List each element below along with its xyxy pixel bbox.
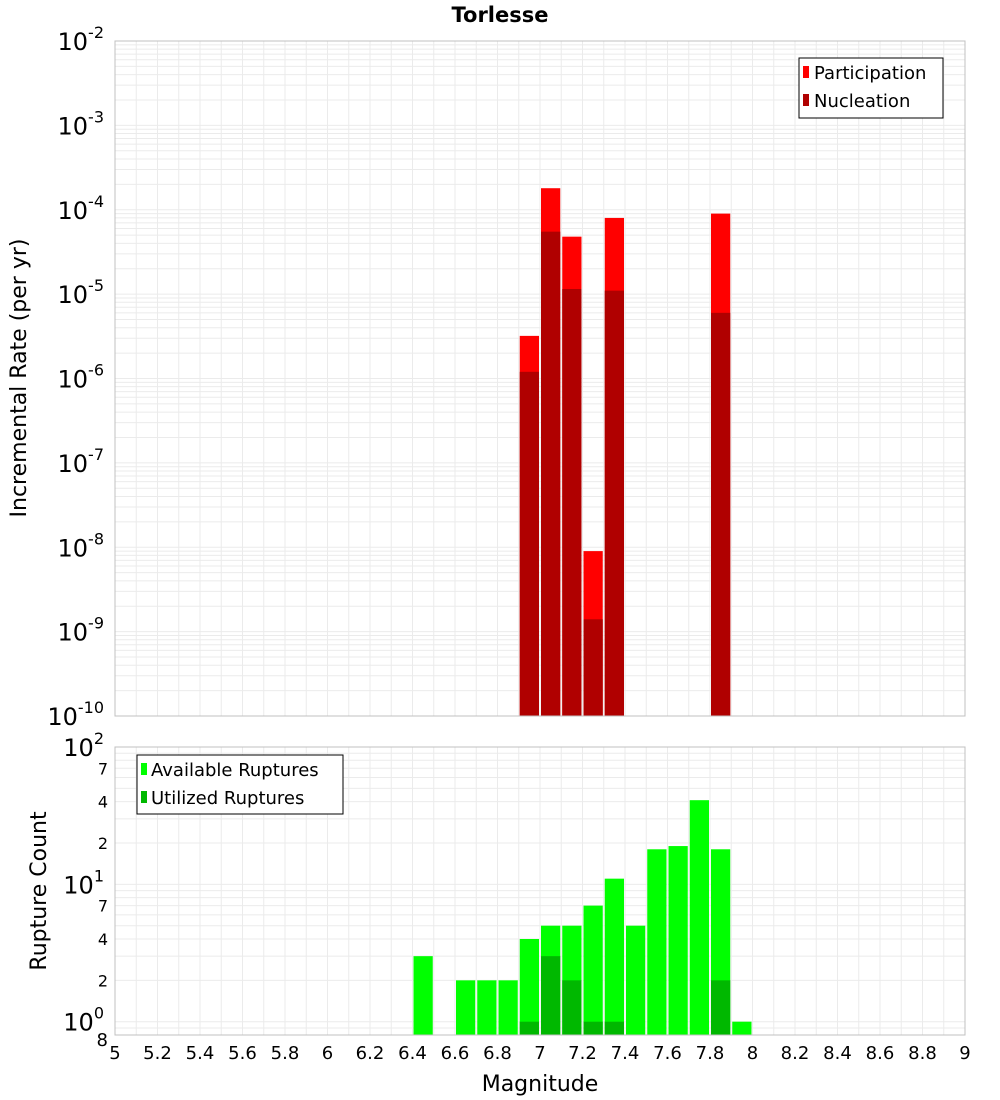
legend-swatch	[141, 791, 147, 803]
top-plot-area: 10-10 10-9 10-8 10-7 10-6 10-5 10-4 10-3 10-2 Par…	[47, 23, 966, 731]
x-tick-label: 6	[322, 1043, 333, 1064]
legend-label: Participation	[814, 63, 926, 84]
legend-label: Nucleation	[814, 91, 910, 112]
x-tick-label: 8.6	[866, 1043, 895, 1064]
bottom-bars	[413, 800, 752, 1035]
available-ruptures-bar	[626, 925, 646, 1035]
x-tick-label: 7	[534, 1043, 545, 1064]
top-y-tick-label: 10-4	[58, 192, 105, 225]
bottom-y-minor-tick-label: 4	[98, 930, 108, 949]
x-tick-label: 8.4	[823, 1043, 852, 1064]
bottom-y-major-tick-label: 101	[63, 866, 104, 899]
available-ruptures-bar	[647, 849, 667, 1035]
x-tick-label: 8	[747, 1043, 758, 1064]
top-y-tick-label: 10-9	[58, 614, 105, 647]
available-ruptures-bar	[604, 878, 624, 1035]
available-ruptures-bar	[689, 800, 709, 1035]
available-ruptures-bar	[477, 980, 497, 1035]
x-tick-label: 6.4	[398, 1043, 427, 1064]
bottom-y-major-tick-label: 100	[63, 1004, 104, 1037]
top-legend-box	[798, 57, 944, 119]
top-y-tick-label: 10-2	[58, 23, 105, 56]
x-tick-label: 5	[109, 1043, 120, 1064]
bottom-legend: Available Ruptures Utilized Ruptures	[136, 754, 344, 815]
legend-swatch	[141, 763, 147, 775]
available-ruptures-bar	[498, 980, 518, 1035]
top-y-ticks: 10-10 10-9 10-8 10-7 10-6 10-5 10-4 10-3 10-2	[47, 23, 104, 731]
bottom-plot-frame	[114, 746, 966, 1036]
utilized-ruptures-bar	[541, 956, 561, 1035]
top-gridlines	[114, 41, 966, 717]
bottom-y-minor-tick-label: 4	[98, 793, 108, 812]
x-ticks: 5 5.2 5.4 5.6 5.8 6 6.2 6.4 6.6 6.8 7 7.2 7.4 7.6 7.8 8…	[109, 1043, 970, 1064]
bottom-y-minor-tick-label: 7	[98, 897, 108, 916]
available-ruptures-bar	[732, 1021, 752, 1035]
legend-swatch	[803, 66, 809, 78]
x-tick-label: 5.2	[143, 1043, 172, 1064]
available-ruptures-bar	[668, 846, 688, 1035]
bottom-y-major-tick-label: 102	[63, 729, 104, 762]
x-tick-label: 7.8	[696, 1043, 725, 1064]
utilized-ruptures-bar	[711, 980, 731, 1035]
x-axis-label: Magnitude	[482, 1072, 599, 1097]
x-tick-label: 8.8	[908, 1043, 937, 1064]
x-tick-label: 9	[959, 1043, 970, 1064]
x-tick-label: 8.2	[781, 1043, 810, 1064]
x-tick-label: 6.2	[356, 1043, 385, 1064]
top-legend: Participation Nucleation	[798, 57, 944, 119]
available-ruptures-bar	[456, 980, 476, 1035]
x-tick-label: 7.4	[611, 1043, 640, 1064]
x-tick-label: 5.8	[271, 1043, 300, 1064]
top-y-tick-label: 10-10	[47, 698, 104, 731]
x-tick-label: 5.4	[186, 1043, 215, 1064]
bottom-y-minor-tick-label: 2	[98, 971, 108, 990]
available-ruptures-bar	[519, 939, 539, 1035]
x-tick-label: 6.8	[483, 1043, 512, 1064]
bottom-y-ticks: 100 101 102 2 4 7 2 4 7 8	[63, 729, 108, 1051]
nucleation-bar	[711, 312, 731, 716]
bottom-y-axis-label: Rupture Count	[27, 811, 52, 971]
nucleation-bar	[541, 231, 561, 716]
available-ruptures-bar	[413, 956, 433, 1035]
x-tick-label: 7.6	[653, 1043, 682, 1064]
nucleation-bar	[583, 619, 603, 716]
available-ruptures-bar	[583, 905, 603, 1035]
legend-label: Utilized Ruptures	[151, 788, 304, 809]
utilized-ruptures-bar	[604, 1021, 624, 1035]
top-y-tick-label: 10-6	[58, 361, 105, 394]
nucleation-bar	[604, 290, 624, 716]
x-tick-label: 6.6	[441, 1043, 470, 1064]
top-y-axis-label: Incremental Rate (per yr)	[7, 239, 32, 518]
top-y-tick-label: 10-3	[58, 107, 105, 140]
x-tick-label: 7.2	[568, 1043, 597, 1064]
top-plot-frame	[114, 40, 966, 717]
chart-title: Torlesse	[451, 3, 548, 27]
bottom-legend-box	[136, 754, 344, 815]
utilized-ruptures-bar	[562, 980, 582, 1035]
nucleation-bar	[519, 371, 539, 716]
legend-swatch	[803, 94, 809, 106]
bottom-y-minor-tick-label: 2	[98, 834, 108, 853]
nucleation-bar	[562, 289, 582, 716]
utilized-ruptures-bar	[583, 1021, 603, 1035]
legend-label: Available Ruptures	[151, 760, 319, 781]
top-bars	[519, 188, 731, 717]
bottom-y-min-tick-label: 8	[97, 1030, 108, 1051]
top-y-tick-label: 10-5	[58, 276, 105, 309]
top-y-tick-label: 10-7	[58, 445, 105, 478]
x-tick-label: 5.6	[228, 1043, 257, 1064]
top-y-tick-label: 10-8	[58, 529, 105, 562]
bottom-y-minor-tick-label: 7	[98, 759, 108, 778]
utilized-ruptures-bar	[519, 1021, 539, 1035]
